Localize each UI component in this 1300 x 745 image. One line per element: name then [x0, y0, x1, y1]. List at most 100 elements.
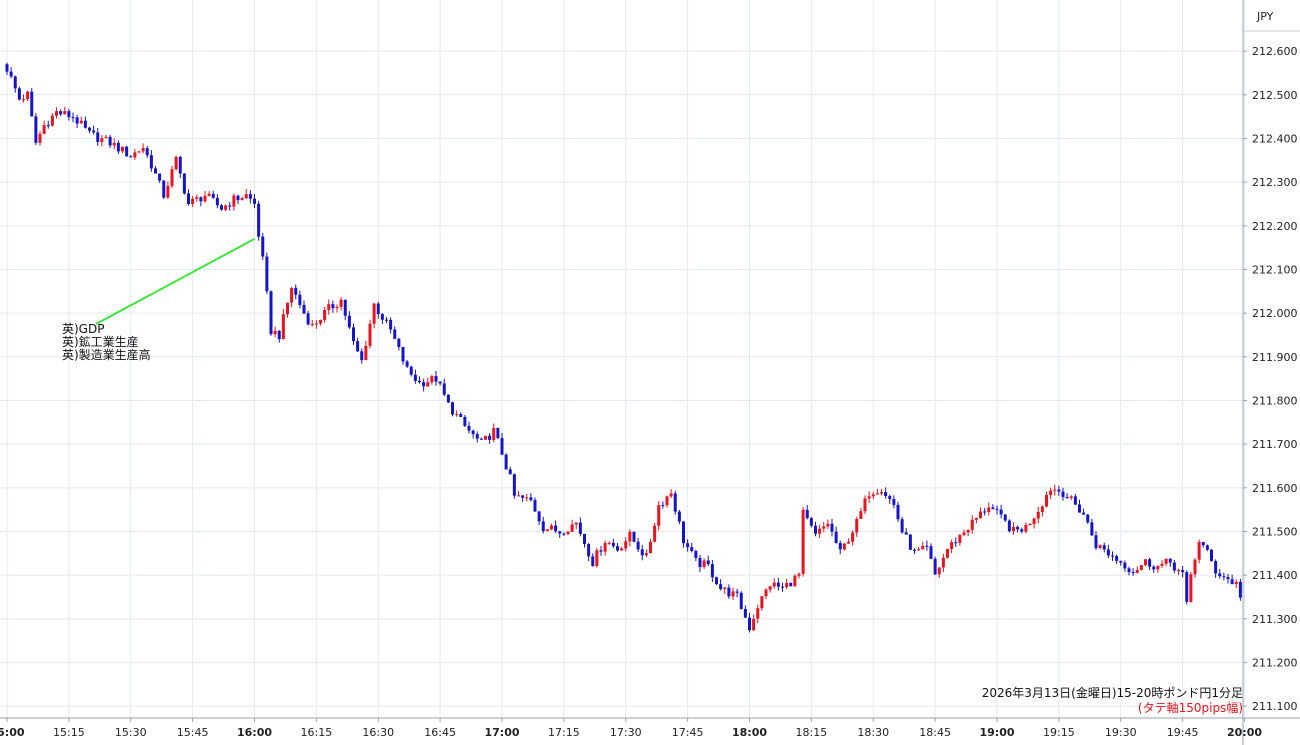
candle-body-down [442, 383, 446, 395]
candle [314, 319, 318, 329]
candle [364, 340, 368, 361]
candle-body-down [265, 256, 269, 292]
candle-body-down [211, 193, 215, 198]
candle [884, 487, 888, 499]
candle-body-down [814, 525, 817, 534]
candle-body-up [723, 587, 727, 590]
candle-body-up [974, 518, 978, 520]
candle-body-down [145, 148, 149, 156]
candle-body-up [760, 596, 764, 609]
candle-body-up [644, 553, 648, 556]
candle [756, 604, 760, 624]
candle-body-down [34, 116, 38, 143]
candle-body-up [426, 382, 430, 387]
candle-body-down [1065, 496, 1069, 498]
candle [484, 435, 487, 441]
candle-body-down [479, 438, 483, 440]
candle [1177, 568, 1180, 575]
candle-body-up [917, 549, 921, 551]
candle-body-up [286, 302, 289, 315]
candle-body-down [533, 500, 537, 512]
time-tick-label: 15:30 [115, 726, 147, 739]
candle-body-up [768, 586, 772, 590]
candle-body-down [257, 203, 261, 237]
candle-body-up [1144, 559, 1147, 566]
candle [739, 591, 743, 610]
candle [1218, 569, 1222, 579]
candle-body-up [339, 299, 343, 307]
candle-body-down [253, 198, 256, 204]
candle [624, 537, 628, 552]
candle [842, 543, 846, 551]
candle [958, 533, 962, 546]
candle [781, 582, 784, 592]
candle-body-down [178, 156, 182, 174]
candle [669, 489, 673, 498]
candle [723, 586, 727, 594]
candle [962, 529, 966, 537]
candle [595, 547, 599, 568]
candle-body-down [438, 381, 442, 384]
candle [108, 134, 112, 148]
candle [121, 146, 124, 154]
candle [347, 310, 351, 330]
candle-body-up [1024, 524, 1028, 532]
candle [558, 530, 562, 539]
candle-body-up [310, 324, 314, 326]
candle-body-down [578, 522, 582, 534]
candle-body-down [360, 351, 364, 361]
candle-body-up [335, 306, 339, 309]
candle [1201, 541, 1205, 548]
candle-body-up [141, 148, 145, 152]
price-tick-label: 212.600 [1252, 45, 1298, 58]
candle-body-down [558, 531, 562, 534]
candle-body-up [232, 195, 236, 207]
candle [698, 555, 702, 573]
candle [178, 155, 182, 179]
candle [199, 196, 203, 207]
candle [562, 532, 566, 536]
candle-body-down [1210, 549, 1213, 562]
candle [896, 501, 900, 522]
candle [710, 560, 714, 583]
candle-body-down [129, 156, 133, 158]
candle [1061, 487, 1065, 501]
candle-body-down [1115, 556, 1119, 561]
candle [999, 504, 1003, 519]
candle-body-down [1003, 514, 1007, 521]
candle [525, 493, 529, 502]
candle [310, 320, 314, 327]
candle [1160, 560, 1164, 568]
candle [653, 523, 657, 543]
candle [991, 504, 995, 510]
candle-body-up [104, 136, 108, 139]
candle-body-up [38, 133, 42, 143]
time-tick-label: 15:00 [0, 726, 25, 739]
candle [125, 145, 129, 157]
candle [290, 287, 294, 308]
candle [154, 166, 157, 174]
candle [385, 316, 388, 324]
candle [1049, 487, 1053, 500]
candle-body-down [900, 519, 904, 533]
candle-body-down [236, 195, 240, 201]
candle-body-up [1028, 523, 1032, 525]
candle-body-down [422, 382, 426, 387]
candle [236, 194, 240, 204]
candle [950, 539, 954, 554]
candle [574, 522, 578, 530]
candle [834, 526, 838, 544]
time-tick-label: 18:45 [919, 726, 951, 739]
candle-body-down [599, 550, 603, 552]
candle [430, 374, 434, 385]
candle-body-down [125, 146, 129, 157]
candle-body-down [1238, 581, 1242, 598]
candle [801, 507, 805, 577]
candle-body-up [665, 496, 669, 506]
candle-body-up [826, 523, 830, 527]
candle [133, 148, 137, 160]
candle-body-up [921, 545, 925, 550]
candle-body-down [809, 518, 813, 526]
price-tick-label: 211.200 [1252, 657, 1298, 670]
candle-body-down [1016, 526, 1020, 530]
